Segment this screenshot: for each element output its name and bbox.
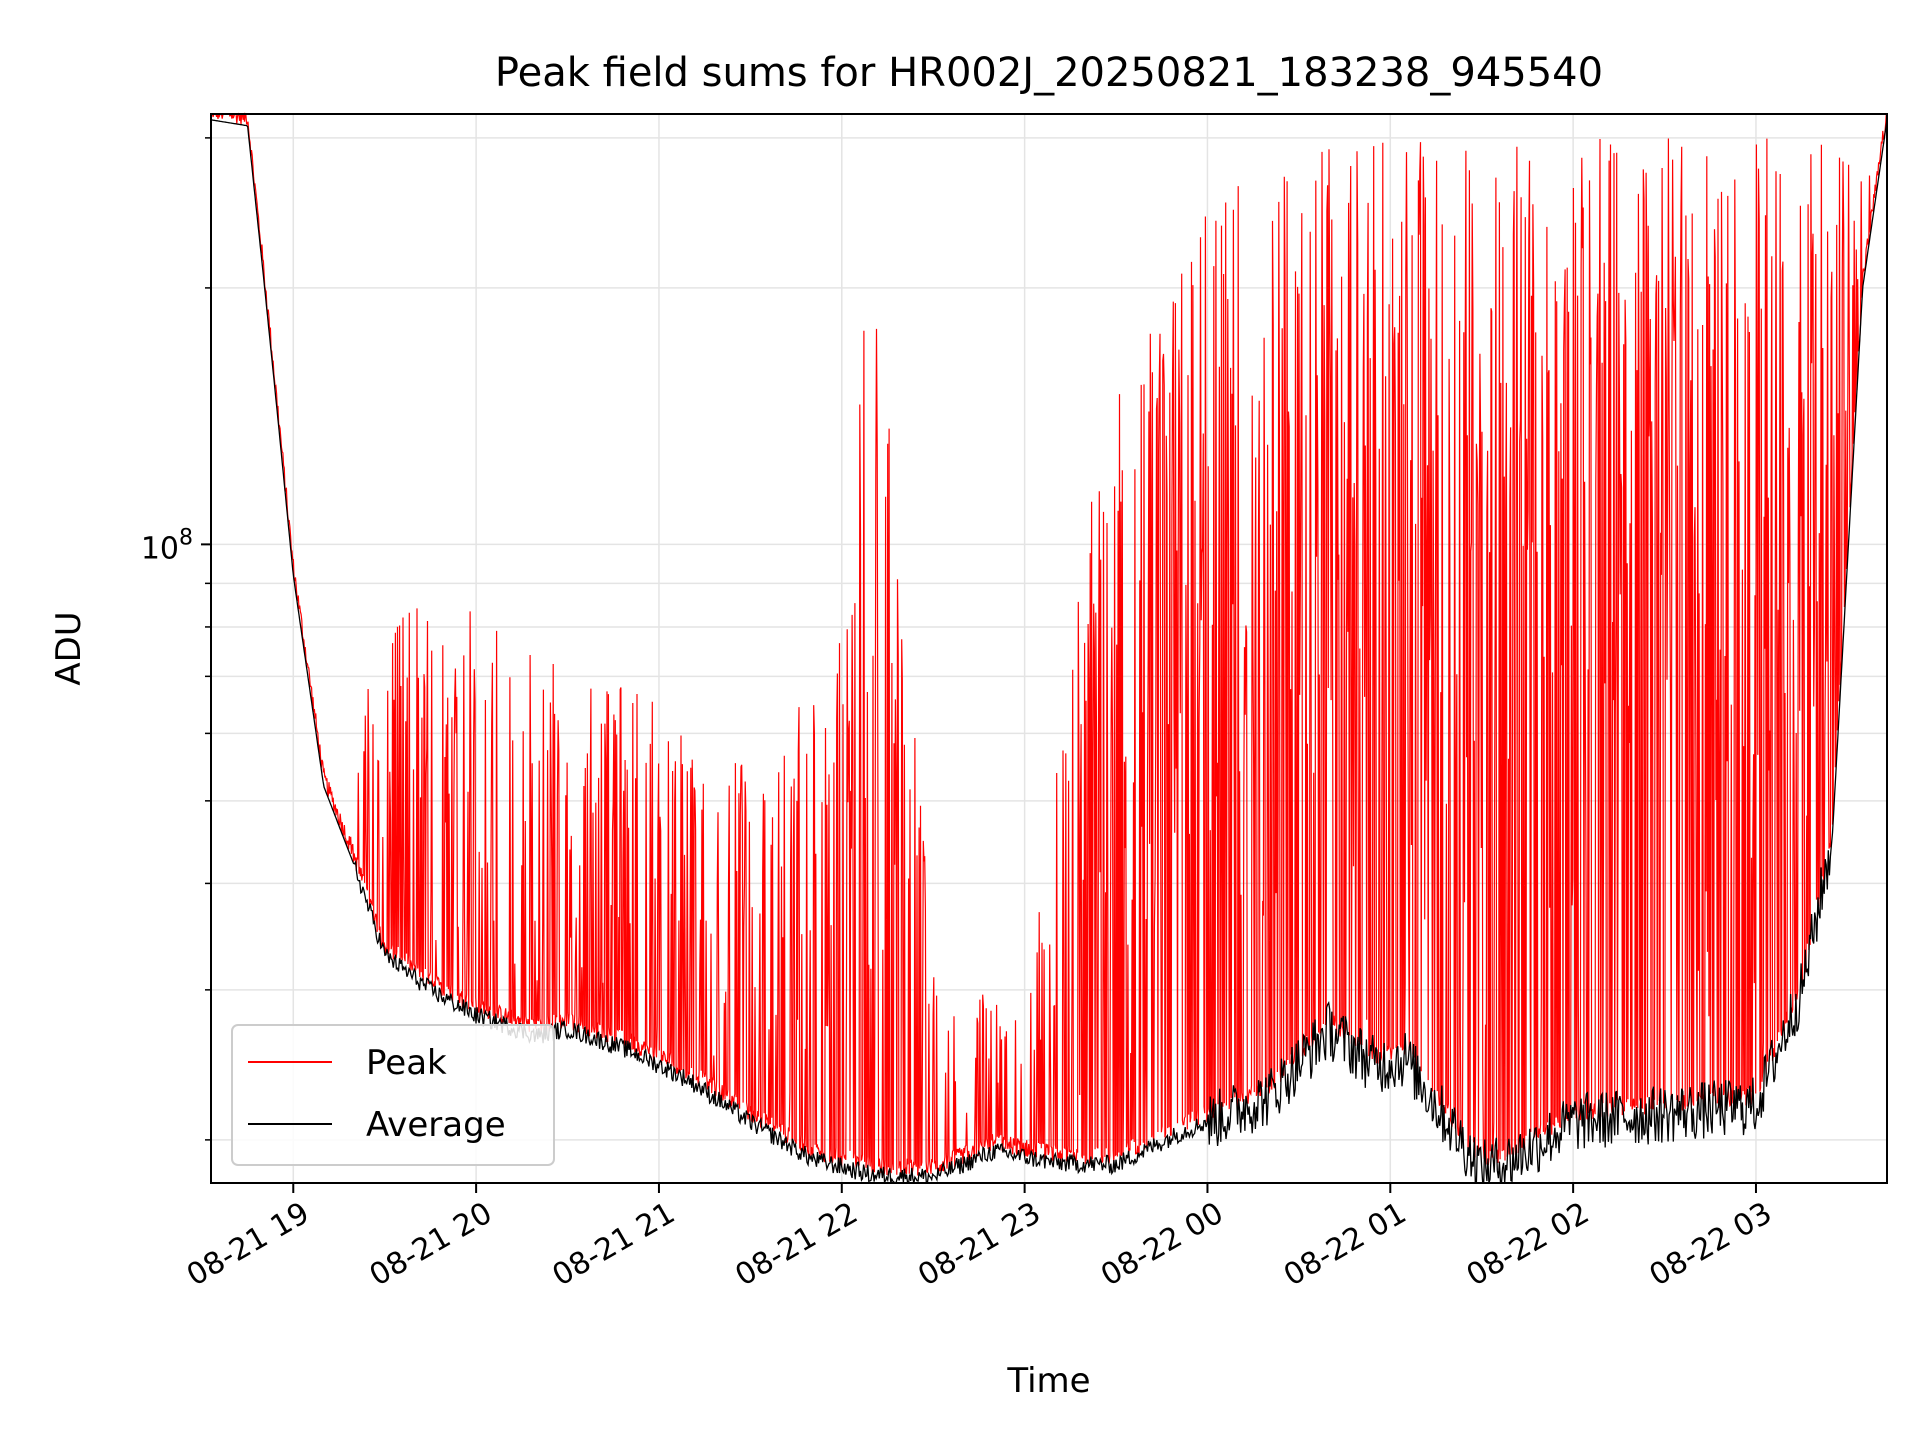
chart-title: Peak field sums for HR002J_20250821_1832…	[495, 50, 1603, 96]
plot-frame	[210, 113, 1888, 1184]
series-average-line	[210, 119, 1888, 1185]
legend-label-average: Average	[366, 1105, 506, 1145]
legend-box	[231, 1024, 555, 1166]
x-axis-label: Time	[1006, 1361, 1090, 1401]
y-tick-label: 108	[141, 525, 193, 566]
legend-label-peak: Peak	[366, 1043, 447, 1083]
series-layer	[210, 112, 1888, 1185]
y-axis-label: ADU	[49, 611, 89, 685]
legend: Peak Average	[231, 1024, 555, 1166]
